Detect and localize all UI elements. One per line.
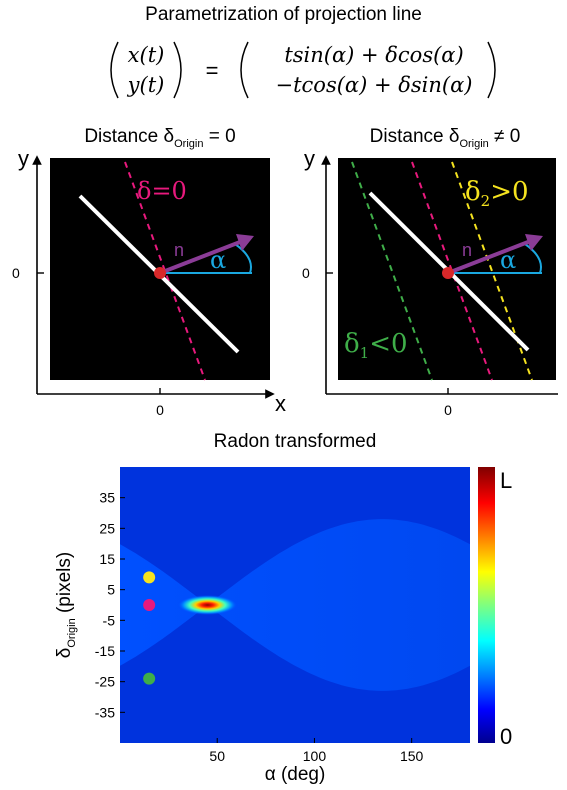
- heatmap-area: [120, 467, 470, 743]
- n-label: n: [174, 240, 184, 260]
- delta-marker: [143, 599, 156, 611]
- panel-right-title: Distance δOrigin ≠ 0: [370, 126, 521, 150]
- normal-vector: [159, 240, 241, 275]
- sinogram-peak: [177, 595, 238, 615]
- eq-lhs-bottom: y(t): [127, 73, 165, 97]
- origin-dot: [154, 267, 166, 279]
- delta2-label: δ2>0: [465, 177, 529, 210]
- delta1-line: [351, 161, 433, 381]
- y-tick-label: -5: [103, 612, 116, 628]
- panel-left-title: Distance δOrigin = 0: [84, 126, 235, 150]
- panel-right-y-tick-label: 0: [302, 265, 310, 281]
- y-tick-label: 5: [107, 582, 115, 598]
- chart-title: Radon transformed: [214, 431, 377, 452]
- y-tick-label: -25: [95, 674, 115, 690]
- right-paren-lhs: [173, 41, 182, 99]
- panel-left-x-tick-label: 0: [156, 402, 164, 418]
- colorbar: [478, 467, 495, 743]
- colorbar-max-label: L: [500, 468, 512, 493]
- header-title: Parametrization of projection line: [145, 4, 422, 25]
- delta-markers: [143, 571, 156, 685]
- panel-right-y-label: y: [304, 146, 315, 171]
- x-axis-label: α (deg): [265, 764, 326, 785]
- panel-left-x-label: x: [275, 391, 286, 416]
- y-tick-label: 35: [99, 490, 115, 506]
- x-tick-label: 100: [303, 748, 327, 764]
- panel-left-y-tick-label: 0: [12, 265, 20, 281]
- eq-rhs-top: tsin(α) + δcos(α): [284, 43, 463, 67]
- y-axis-label: δOrigin (pixels): [54, 552, 78, 658]
- origin-dot-right: [442, 267, 454, 279]
- sinogram-band: [120, 519, 470, 691]
- normal-arrowhead-right: [525, 234, 543, 251]
- alpha-arc-right: [524, 243, 542, 274]
- left-paren-lhs: [110, 41, 119, 99]
- y-tick-label: -15: [95, 643, 115, 659]
- delta2-line: [451, 161, 533, 381]
- panel-left-y-label: y: [18, 146, 29, 171]
- alpha-arc: [234, 243, 252, 274]
- left-paren-rhs: [240, 41, 249, 99]
- y-ticks: 35 25 15 5 -5 -15 -25 -35: [95, 490, 125, 720]
- y-tick-label: 15: [99, 551, 115, 567]
- eq-rhs-bottom: −tcos(α) + δsin(α): [276, 73, 473, 97]
- delta0-line: [411, 161, 493, 381]
- delta-zero-line: [124, 161, 206, 381]
- x-ticks: 50 100 150: [209, 738, 424, 764]
- right-paren-rhs: [487, 41, 496, 99]
- eq-lhs-top: x(t): [128, 43, 165, 67]
- y-tick-label: -35: [95, 704, 115, 720]
- delta-marker: [143, 571, 156, 584]
- x-tick-label: 50: [209, 748, 225, 764]
- panel-right-x-tick-label: 0: [444, 402, 452, 418]
- radon-chart: Radon transformed 35 25 15 5 -5 -15 -25 -35 50 1…: [54, 431, 512, 785]
- n-label-right: n: [462, 240, 472, 260]
- eq-equals: =: [206, 58, 219, 83]
- normal-vector-right: [447, 240, 529, 275]
- colorbar-min-label: 0: [500, 724, 512, 749]
- delta1-label: δ1<0: [344, 329, 408, 362]
- x-tick-label: 150: [400, 748, 424, 764]
- delta-zero-label: δ=0: [137, 177, 187, 205]
- delta-marker: [143, 672, 156, 685]
- panel-left: Distance δOrigin = 0 y x 0 0 δ=0 α n: [12, 126, 286, 418]
- equation: x(t) y(t) = tsin(α) + δcos(α) −tcos(α) +…: [110, 41, 496, 99]
- normal-arrowhead: [236, 234, 254, 251]
- y-tick-label: 25: [99, 520, 115, 536]
- panel-right: Distance δOrigin ≠ 0 y 0 0 δ2>0 δ1<0 α n: [302, 126, 558, 418]
